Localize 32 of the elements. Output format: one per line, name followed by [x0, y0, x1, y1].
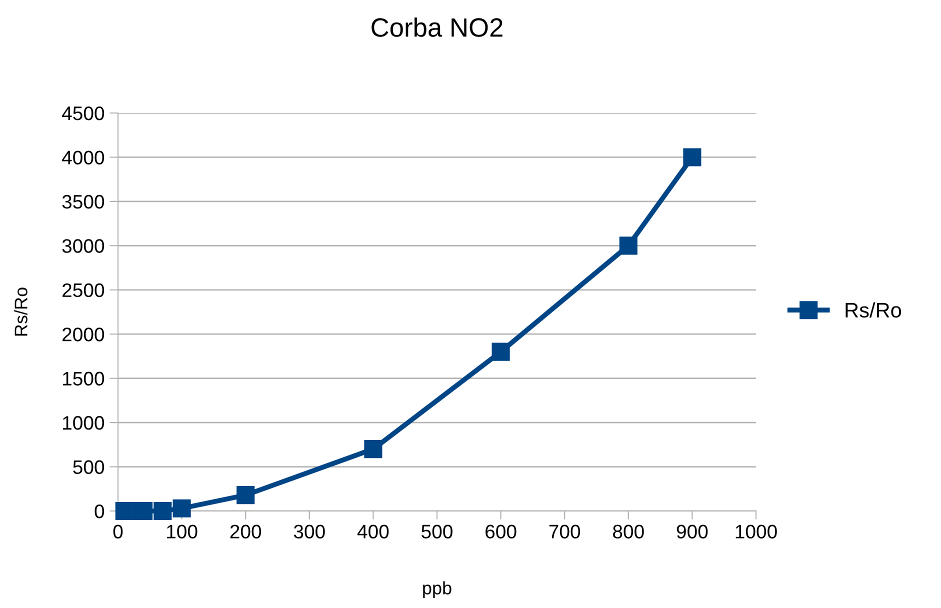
x-axis-title: ppb: [423, 581, 452, 598]
point: [172, 499, 191, 518]
chart-title: Corba NO2: [372, 17, 502, 37]
x-tick-label: 800: [613, 524, 644, 538]
y-tick-label: 2500: [62, 283, 104, 298]
x-tick-label: 100: [167, 524, 198, 538]
x-tick-label: 1000: [736, 524, 777, 538]
y-tick-label: 1500: [63, 372, 104, 386]
point: [683, 148, 702, 166]
x-tick-label: 200: [230, 524, 262, 538]
point: [236, 486, 255, 504]
point: [364, 440, 382, 458]
point: [154, 502, 172, 520]
point: [619, 236, 638, 255]
legend-label: Rs/Ro: [846, 302, 902, 318]
x-tick-label: 700: [549, 524, 580, 538]
y-tick-label: 4000: [62, 150, 104, 164]
y-tick-label: 1000: [63, 416, 104, 430]
y-tick-label: 3000: [62, 239, 104, 253]
x-tick-label: 300: [294, 524, 325, 538]
y-tick-label: 3500: [62, 194, 104, 209]
x-tick-label: 0: [113, 524, 123, 538]
x-tick-label: 900: [676, 524, 708, 538]
y-tick-label: 2000: [62, 328, 104, 342]
x-tick-label: 400: [357, 524, 389, 538]
x-tick-label: 500: [422, 524, 452, 538]
y-tick-label: 4500: [62, 106, 104, 120]
point: [492, 342, 510, 361]
y-tick-label: 500: [73, 460, 104, 474]
y-tick-label: 0: [94, 504, 104, 518]
y-axis-title: Rs/Ro: [14, 288, 28, 336]
x-tick-label: 600: [486, 524, 516, 538]
